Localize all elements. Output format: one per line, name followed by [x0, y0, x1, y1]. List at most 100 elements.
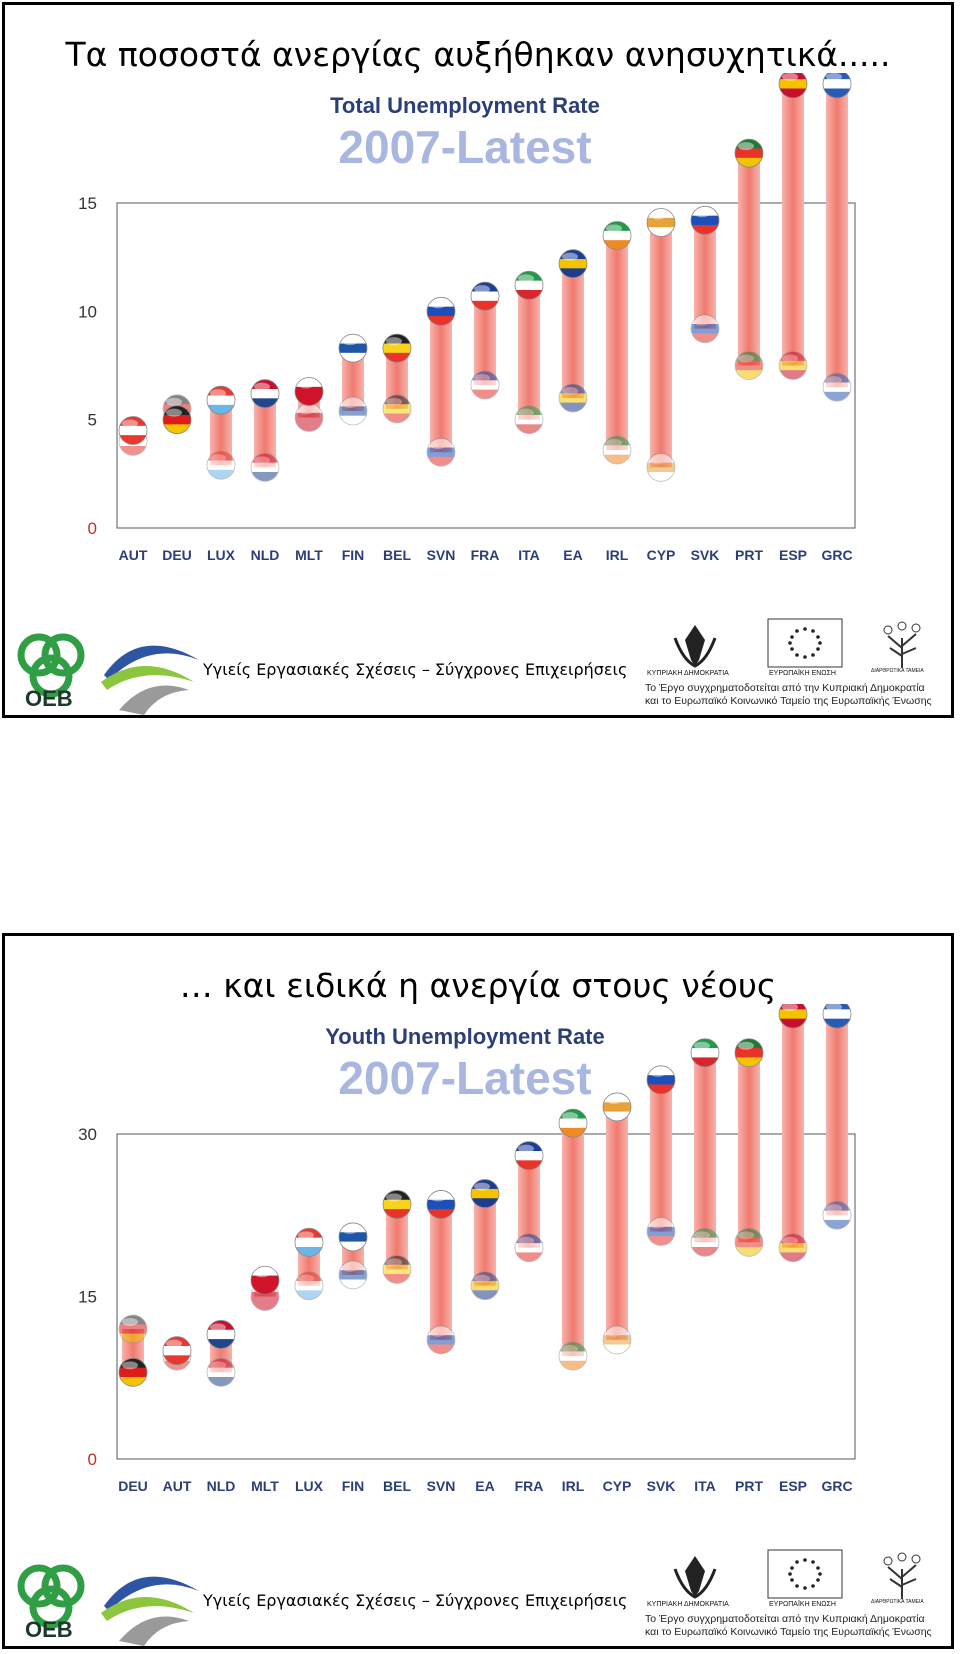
x-tick-label: BEL	[383, 1478, 411, 1494]
cyprus-emblem-icon	[673, 625, 717, 668]
y-tick-label: 15	[78, 194, 97, 213]
x-tick-label: EA	[475, 1478, 494, 1494]
flag-2007-svk	[646, 1217, 676, 1246]
flag-latest-aut	[118, 416, 148, 445]
flag-latest-irl	[558, 1108, 588, 1138]
flag-latest-esp	[778, 73, 808, 99]
flag-latest-grc	[822, 73, 852, 99]
x-tick-label: NLD	[207, 1478, 236, 1494]
x-tick-label: CYP	[603, 1478, 632, 1494]
flag-latest-ita	[690, 1038, 720, 1068]
flag-latest-nld	[206, 1320, 236, 1349]
flag-latest-lux	[206, 385, 236, 415]
youth-unemployment-chart: Youth Unemployment Rate 2007-Latest 0 15 30 D…	[78, 1004, 856, 1494]
x-tick-label: CYP	[647, 547, 676, 563]
funds-label: ΔΙΑΡΘΡΩΤΙΚΑ ΤΑΜΕΙΑ	[871, 668, 924, 674]
eu-flag-icon	[767, 1549, 843, 1599]
oeb-wordmark: OEB	[25, 1617, 73, 1642]
y-tick-label: 10	[78, 302, 97, 321]
x-tick-label: SVK	[691, 547, 720, 563]
eu-flag-icon	[767, 618, 843, 668]
range-bar-fra	[518, 1155, 540, 1248]
x-tick-label: LUX	[207, 547, 236, 563]
flag-2007-svn	[426, 437, 456, 467]
flag-latest-grc	[822, 1004, 852, 1029]
x-tick-label: DEU	[118, 1478, 148, 1494]
flag-latest-svn	[426, 1190, 456, 1219]
flag-2007-cyp	[602, 1325, 632, 1355]
flag-2007-fin	[338, 396, 368, 426]
flag-2007-grc	[822, 1200, 852, 1230]
x-tick-label: MLT	[251, 1478, 279, 1494]
x-tick-label: ITA	[694, 1478, 716, 1494]
range-bar-cyp	[650, 222, 672, 468]
y-tick-label: 15	[78, 1288, 97, 1307]
flag-2007-fra	[514, 1233, 544, 1263]
flag-latest-ea	[558, 249, 588, 279]
range-bar-fra	[474, 296, 496, 385]
footer-tagline: Υγιείς Εργασιακές Σχέσεις – Σύγχρονες Επ…	[203, 660, 628, 679]
y-tick-label: 5	[88, 411, 97, 430]
chart-subtitle: 2007-Latest	[338, 121, 591, 173]
slide-youth-unemployment: … και ειδικά η ανεργία στους νέους Youth…	[2, 933, 954, 1649]
range-bar-svn	[430, 1204, 452, 1340]
flag-latest-deu	[162, 405, 192, 435]
range-bar-svn	[430, 311, 452, 453]
slide-title: … και ειδικά η ανεργία στους νέους	[179, 966, 777, 1005]
flag-2007-ea	[470, 1271, 500, 1301]
cofinance-line-1: Το Έργο συγχρηματοδοτείται από την Κυπρι…	[645, 682, 925, 694]
flag-2007-prt	[734, 351, 764, 380]
flag-latest-fin	[338, 1222, 368, 1252]
flag-2007-mlt	[294, 403, 324, 432]
flag-2007-esp	[778, 1233, 808, 1263]
flag-latest-lux	[294, 1227, 324, 1257]
range-bar-ea	[562, 263, 584, 398]
cofinance-note: Το Έργο συγχρηματοδοτείται από την Κυπρι…	[645, 1613, 932, 1639]
flag-2007-bel	[382, 1255, 412, 1284]
plot-frame	[116, 202, 856, 529]
flag-latest-bel	[382, 1190, 412, 1219]
x-tick-label: LUX	[295, 1478, 324, 1494]
range-bar-prt	[738, 153, 760, 366]
flag-latest-fin	[338, 333, 368, 363]
y-tick-label: 0	[88, 1450, 97, 1469]
x-tick-label: FRA	[515, 1478, 544, 1494]
flag-2007-esp	[778, 351, 808, 380]
flag-latest-cyp	[602, 1092, 632, 1122]
range-bar-ita	[694, 1052, 716, 1243]
flag-2007-bel	[382, 394, 412, 424]
flag-2007-lux	[206, 450, 236, 480]
flag-latest-prt	[734, 1038, 764, 1068]
flag-2007-prt	[734, 1227, 764, 1257]
plot-frame	[116, 1133, 856, 1460]
range-bar-esp	[782, 83, 804, 366]
range-bar-nld	[254, 393, 276, 468]
x-tick-label: FIN	[342, 1478, 365, 1494]
x-tick-label: NLD	[251, 547, 280, 563]
flag-latest-svk	[690, 205, 720, 235]
x-tick-label: AUT	[163, 1478, 192, 1494]
x-tick-label: BEL	[383, 547, 411, 563]
x-tick-label: SVN	[427, 547, 456, 563]
x-tick-label: EA	[563, 547, 582, 563]
range-bar-irl	[606, 235, 628, 450]
y-tick-label: 30	[78, 1125, 97, 1144]
flag-latest-fra	[470, 281, 500, 311]
range-bar-bel	[386, 1204, 408, 1270]
flag-2007-lux	[294, 1271, 324, 1301]
flag-latest-svk	[646, 1065, 676, 1095]
range-bar-grc	[826, 83, 848, 388]
cyprus-label: ΚΥΠΡΙΑΚΗ ΔΗΜΟΚΡΑΤΙΑ	[647, 670, 729, 677]
range-bar-lux	[210, 400, 232, 466]
x-tick-label: IRL	[562, 1478, 585, 1494]
flag-latest-bel	[382, 333, 412, 363]
flag-2007-irl	[602, 435, 632, 465]
range-bar-svk	[694, 220, 716, 329]
x-tick-label: ESP	[779, 1478, 807, 1494]
eu-label: ΕΥΡΩΠΑΪΚΗ ΕΝΩΣΗ	[769, 1601, 836, 1608]
eu-label: ΕΥΡΩΠΑΪΚΗ ΕΝΩΣΗ	[769, 670, 836, 677]
flag-latest-esp	[778, 1004, 808, 1029]
flag-2007-fin	[338, 1260, 368, 1290]
chart-subtitle: 2007-Latest	[338, 1052, 591, 1104]
cofinance-line-2: και το Ευρωπαϊκό Κοινωνικό Ταμείο της Ευ…	[645, 695, 932, 707]
